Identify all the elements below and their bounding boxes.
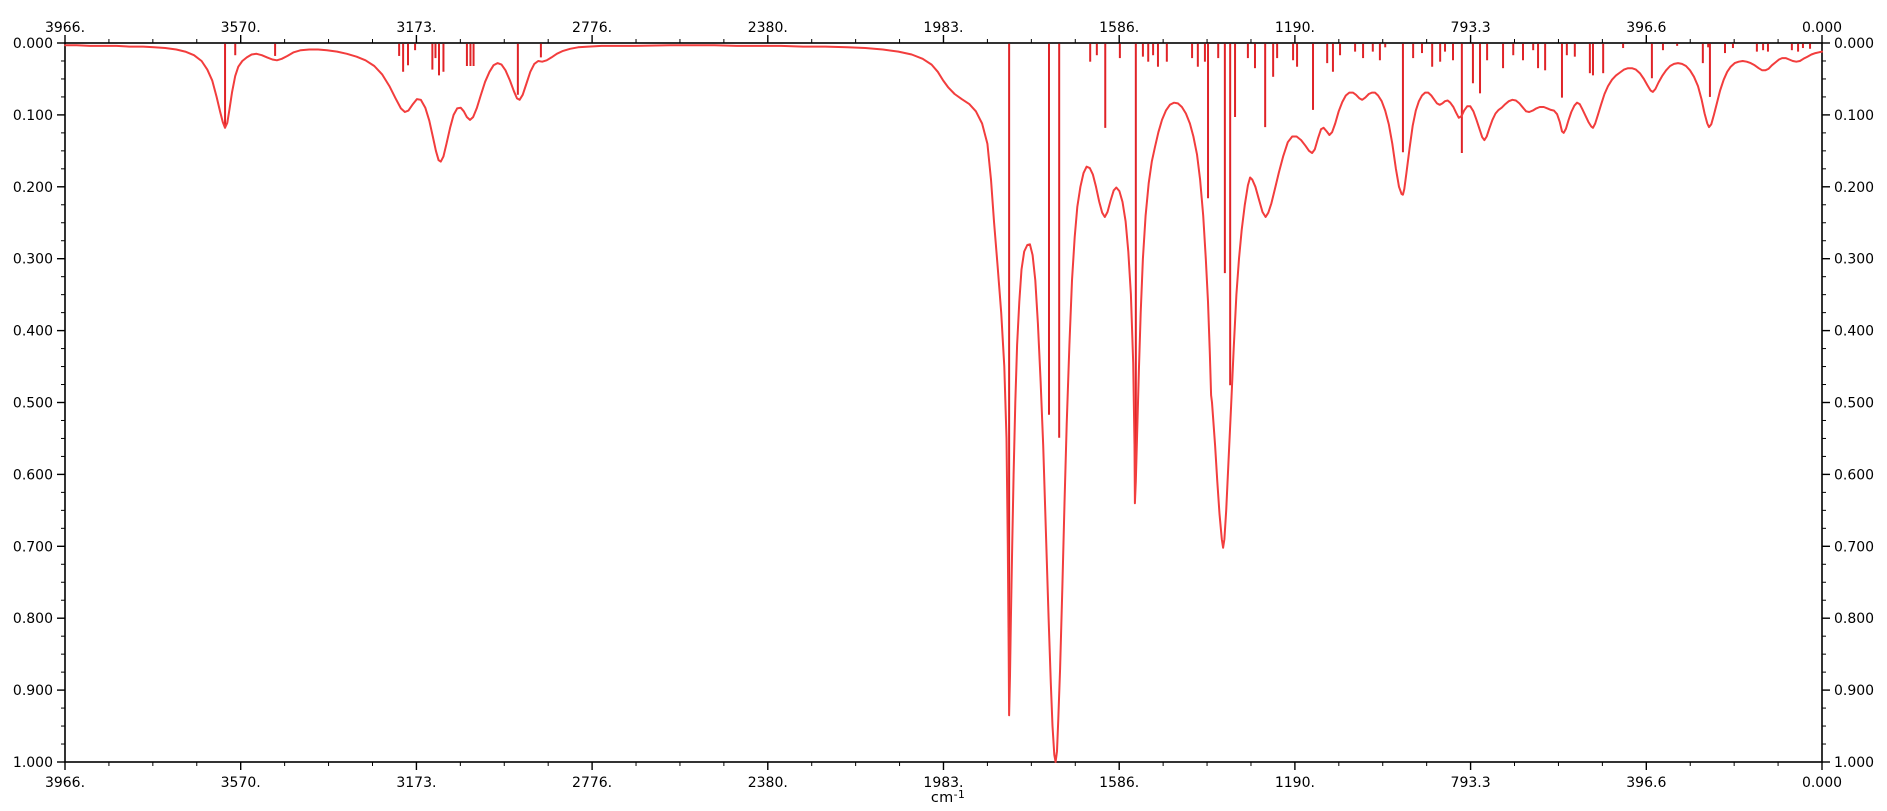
x-tick-label-top: 793.3 xyxy=(1451,20,1491,36)
y-tick-label-left: 0.400 xyxy=(13,324,53,340)
y-tick-label-right: 0.600 xyxy=(1834,467,1874,483)
x-tick-label-top: 0.000 xyxy=(1802,20,1842,36)
x-axis-unit-text: cm xyxy=(930,790,954,806)
x-tick-label-bottom: 2776. xyxy=(572,775,612,791)
y-tick-label-left: 0.700 xyxy=(13,539,53,555)
y-tick-label-right: 0.700 xyxy=(1834,539,1874,555)
y-tick-label-right: 0.800 xyxy=(1834,611,1874,627)
x-tick-label-top: 1190. xyxy=(1275,20,1315,36)
y-tick-label-left: 0.000 xyxy=(13,36,53,52)
x-tick-label-top: 3966. xyxy=(45,20,85,36)
x-tick-label-bottom: 1983. xyxy=(923,775,963,791)
y-tick-label-right: 0.000 xyxy=(1834,36,1874,52)
broadened-curve xyxy=(64,44,1823,763)
x-tick-label-top: 396.6 xyxy=(1626,20,1666,36)
y-tick-label-right: 0.200 xyxy=(1834,180,1874,196)
x-axis-unit-exponent: -1 xyxy=(953,788,966,801)
x-tick-label-bottom: 0.000 xyxy=(1802,775,1842,791)
y-tick-label-left: 0.900 xyxy=(13,683,53,699)
x-tick-label-bottom: 2380. xyxy=(748,775,788,791)
x-axis-unit-label: cm-1 xyxy=(868,788,1028,806)
y-tick-label-left: 0.300 xyxy=(13,252,53,268)
y-tick-label-right: 0.500 xyxy=(1834,396,1874,412)
x-tick-label-top: 2380. xyxy=(748,20,788,36)
y-tick-label-right: 1.000 xyxy=(1834,755,1874,771)
y-tick-label-left: 0.100 xyxy=(13,108,53,124)
x-tick-label-top: 2776. xyxy=(572,20,612,36)
x-tick-label-bottom: 3966. xyxy=(45,775,85,791)
x-tick-label-top: 3173. xyxy=(396,20,436,36)
x-tick-label-bottom: 3173. xyxy=(396,775,436,791)
x-tick-label-bottom: 793.3 xyxy=(1451,775,1491,791)
y-tick-label-right: 0.900 xyxy=(1834,683,1874,699)
y-tick-label-right: 0.300 xyxy=(1834,252,1874,268)
y-tick-label-right: 0.100 xyxy=(1834,108,1874,124)
y-tick-label-left: 0.800 xyxy=(13,611,53,627)
x-tick-label-top: 1983. xyxy=(923,20,963,36)
x-tick-label-bottom: 1586. xyxy=(1099,775,1139,791)
y-tick-label-left: 0.500 xyxy=(13,396,53,412)
x-tick-label-top: 1586. xyxy=(1099,20,1139,36)
y-tick-label-left: 1.000 xyxy=(13,755,53,771)
x-tick-label-bottom: 1190. xyxy=(1275,775,1315,791)
x-tick-label-top: 3570. xyxy=(221,20,261,36)
y-tick-label-left: 0.600 xyxy=(13,467,53,483)
x-tick-label-bottom: 396.6 xyxy=(1626,775,1666,791)
y-tick-label-left: 0.200 xyxy=(13,180,53,196)
x-tick-label-bottom: 3570. xyxy=(221,775,261,791)
stick-spectrum xyxy=(224,43,1812,678)
plot-frame xyxy=(64,42,1823,763)
y-tick-label-right: 0.400 xyxy=(1834,324,1874,340)
